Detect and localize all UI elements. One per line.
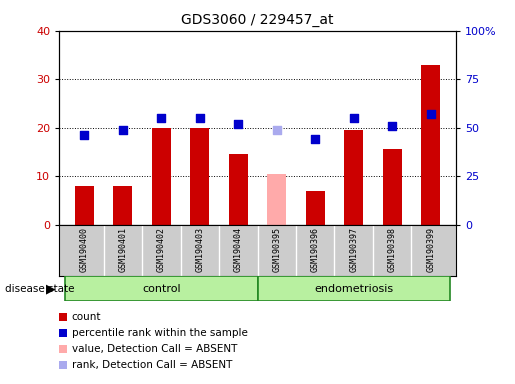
- Text: GSM190401: GSM190401: [118, 227, 127, 272]
- Point: [426, 111, 435, 117]
- Text: percentile rank within the sample: percentile rank within the sample: [72, 328, 248, 338]
- Text: endometriosis: endometriosis: [314, 284, 393, 294]
- Bar: [267, 174, 286, 225]
- Text: GSM190397: GSM190397: [349, 227, 358, 272]
- Text: rank, Detection Call = ABSENT: rank, Detection Call = ABSENT: [72, 360, 232, 370]
- Text: GSM190402: GSM190402: [157, 227, 166, 272]
- Bar: [65, 276, 258, 301]
- Bar: [305, 191, 325, 225]
- Point: [350, 115, 358, 121]
- Point: [272, 127, 281, 133]
- Text: disease state: disease state: [5, 284, 75, 294]
- Bar: [113, 186, 132, 225]
- Point: [234, 121, 243, 127]
- Title: GDS3060 / 229457_at: GDS3060 / 229457_at: [181, 13, 334, 27]
- Text: GSM190400: GSM190400: [80, 227, 89, 272]
- Point: [157, 115, 165, 121]
- Text: count: count: [72, 312, 101, 322]
- Point: [196, 115, 204, 121]
- Point: [311, 136, 319, 142]
- Text: GSM190404: GSM190404: [234, 227, 243, 272]
- Bar: [421, 65, 440, 225]
- Text: GSM190403: GSM190403: [195, 227, 204, 272]
- Point: [80, 132, 89, 139]
- Bar: [258, 276, 450, 301]
- Text: GSM190398: GSM190398: [388, 227, 397, 272]
- Bar: [75, 186, 94, 225]
- Bar: [151, 128, 171, 225]
- Text: GSM190399: GSM190399: [426, 227, 435, 272]
- Text: GSM190396: GSM190396: [311, 227, 320, 272]
- Point: [118, 127, 127, 133]
- Bar: [190, 128, 210, 225]
- Point: [388, 122, 397, 129]
- Text: control: control: [142, 284, 181, 294]
- Text: ▶: ▶: [46, 282, 56, 295]
- Text: value, Detection Call = ABSENT: value, Detection Call = ABSENT: [72, 344, 237, 354]
- Text: GSM190395: GSM190395: [272, 227, 281, 272]
- Bar: [383, 149, 402, 225]
- Bar: [229, 154, 248, 225]
- Bar: [344, 130, 364, 225]
